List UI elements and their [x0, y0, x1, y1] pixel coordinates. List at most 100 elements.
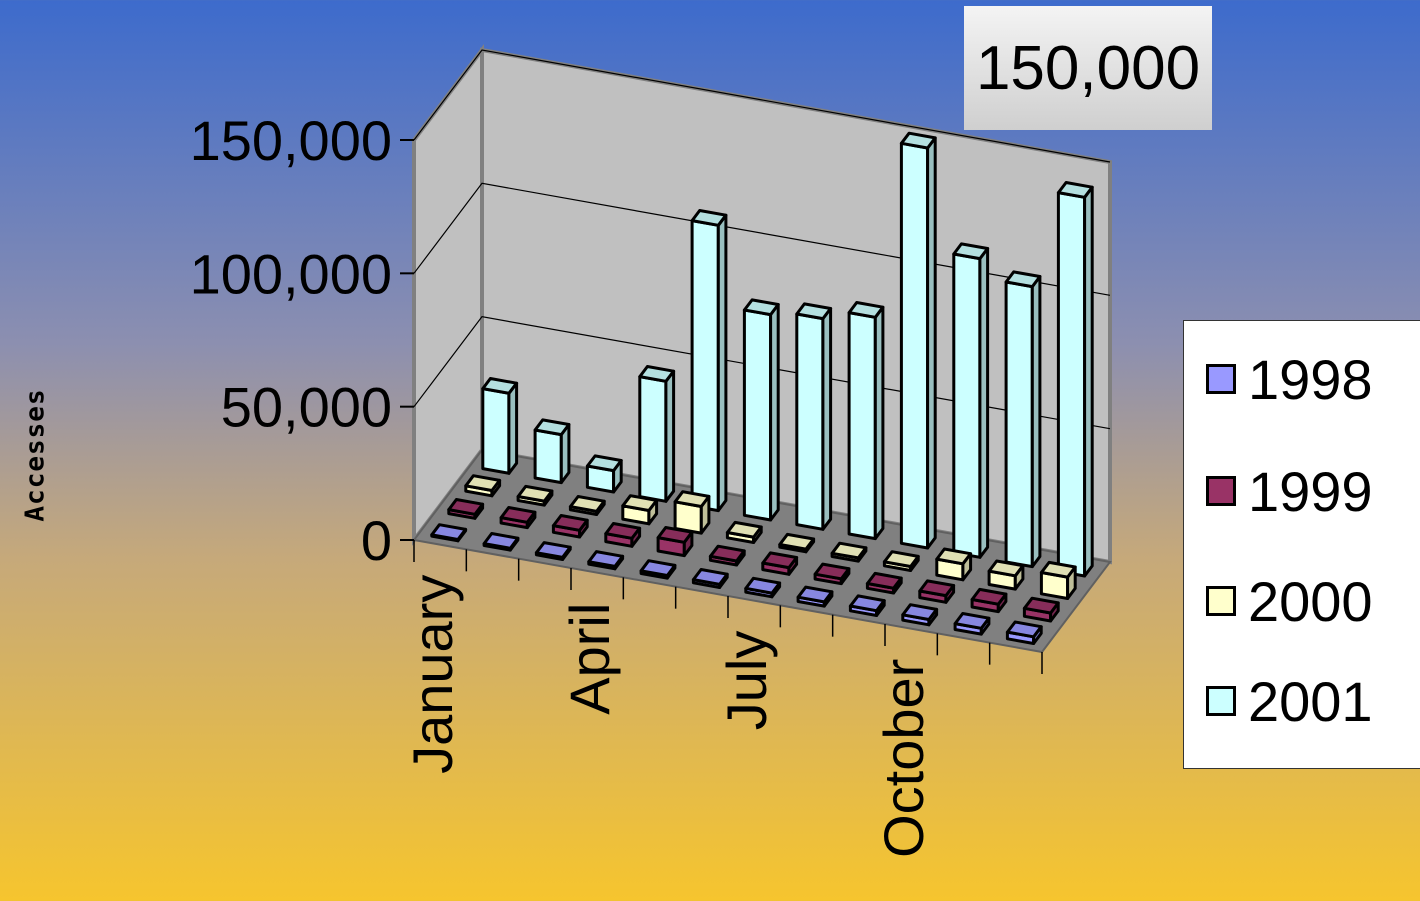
- bar-top: [935, 547, 973, 566]
- chart-bars: [430, 131, 1094, 645]
- bar-side: [769, 303, 780, 522]
- bar-front: [795, 312, 825, 531]
- y-tick-label: 150,000: [190, 109, 392, 172]
- bar-2000-september: [882, 550, 920, 572]
- bar-top: [1056, 181, 1094, 199]
- bar-2000-may: [673, 490, 711, 535]
- bar-front: [952, 252, 982, 559]
- y-tick-label: 100,000: [190, 242, 392, 305]
- y-tick-label: 50,000: [221, 376, 392, 439]
- legend-swatch-2001: [1206, 686, 1236, 716]
- bar-top: [901, 603, 939, 621]
- bar-top: [533, 418, 571, 437]
- y-tick-label: 0: [361, 509, 392, 572]
- bar-top: [638, 365, 676, 383]
- bar-top: [847, 301, 885, 319]
- legend-label-2001: 2001: [1248, 669, 1373, 733]
- legend-item-1998: 1998: [1206, 348, 1373, 411]
- legend-item-2001: 2001: [1206, 669, 1373, 733]
- bar-1998-october: [901, 603, 939, 627]
- bar-top: [673, 490, 711, 508]
- bar-top: [430, 523, 468, 541]
- bar-top: [1005, 620, 1043, 639]
- y-axis-title: Accesses: [16, 330, 56, 580]
- bar-side: [1030, 275, 1042, 569]
- bar-2000-november: [987, 559, 1025, 591]
- bar-1999-january: [447, 498, 485, 520]
- bar-2001-july: [795, 302, 833, 531]
- bar-1999-april: [604, 522, 642, 548]
- bar-2000-march: [568, 495, 606, 516]
- gridline: [413, 49, 1111, 163]
- bar-2001-november: [1004, 270, 1042, 569]
- x-tick-label: October: [872, 659, 935, 858]
- bar-top: [1004, 270, 1042, 289]
- bar-top: [970, 587, 1008, 606]
- bar-front: [899, 141, 930, 550]
- bar-1999-september: [865, 571, 903, 595]
- bar-front: [742, 308, 773, 522]
- bar-top: [953, 612, 991, 630]
- bar-side: [873, 305, 885, 541]
- value-callout: 150,000: [964, 6, 1212, 130]
- bar-top: [918, 579, 956, 598]
- bar-top: [568, 495, 606, 513]
- bar-1998-november: [953, 612, 991, 636]
- bar-2000-june: [725, 520, 763, 544]
- bar-front: [1056, 191, 1087, 578]
- legend-swatch-2000: [1206, 586, 1236, 616]
- bar-top: [639, 559, 677, 577]
- bar-2001-march: [585, 454, 623, 494]
- bar-1998-june: [691, 568, 729, 589]
- bar-2001-february: [533, 418, 571, 485]
- x-tick-label: April: [558, 603, 621, 715]
- bar-front: [481, 387, 511, 475]
- bar-1998-january: [430, 523, 468, 543]
- bar-2000-april: [621, 494, 659, 526]
- bar-top: [795, 302, 833, 321]
- chart-legend: 1998 1999 2000 2001: [1183, 320, 1420, 769]
- bar-top: [796, 585, 834, 604]
- bar-2000-august: [830, 541, 868, 563]
- bar-1998-february: [482, 532, 520, 552]
- bar-2000-january: [464, 474, 502, 498]
- bar-1999-june: [708, 544, 746, 567]
- bar-top: [848, 594, 886, 613]
- legend-item-2000: 2000: [1206, 570, 1373, 633]
- bar-top: [1039, 560, 1077, 579]
- bar-top: [516, 484, 554, 503]
- bar-top: [813, 562, 851, 581]
- bar-top: [481, 377, 519, 395]
- legend-item-1999: 1999: [1206, 459, 1373, 523]
- bar-1999-november: [970, 587, 1008, 614]
- bar-top: [744, 576, 782, 595]
- bar-side: [978, 247, 990, 559]
- bar-front: [847, 311, 877, 541]
- bar-side: [821, 307, 833, 531]
- bar-1999-may: [656, 526, 694, 558]
- legend-swatch-1999: [1206, 476, 1236, 506]
- chart-axes: 0 50,000 100,000 150,000 January April July Oct…: [190, 109, 1043, 858]
- x-tick-label: January: [401, 575, 464, 774]
- bar-top: [621, 494, 659, 512]
- bar-2001-june: [742, 298, 780, 522]
- bar-side: [1083, 185, 1094, 578]
- bar-top: [447, 498, 485, 516]
- bar-top: [725, 520, 763, 539]
- bar-2000-december: [1039, 560, 1077, 600]
- legend-label-1999: 1999: [1248, 459, 1373, 523]
- bar-side: [926, 136, 937, 550]
- x-tick-label: July: [715, 631, 778, 731]
- bar-1999-august: [813, 562, 851, 586]
- bar-top: [464, 474, 502, 492]
- bar-top: [551, 514, 589, 532]
- bar-top: [761, 551, 799, 570]
- y-axis-label: Accesses: [21, 388, 52, 522]
- bar-1998-march: [534, 541, 572, 561]
- bar-side: [716, 213, 728, 513]
- bar-top: [742, 298, 780, 317]
- bar-1998-july: [744, 576, 782, 599]
- bar-top: [830, 541, 868, 560]
- bar-1999-july: [761, 551, 799, 576]
- bar-2001-may: [690, 209, 728, 513]
